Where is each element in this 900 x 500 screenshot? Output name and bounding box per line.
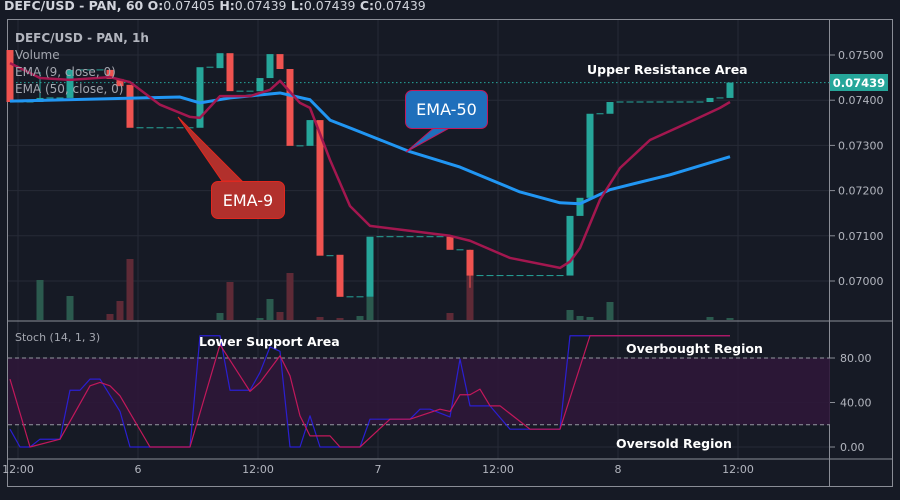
volume-bar	[216, 313, 224, 320]
volume-bar	[366, 297, 374, 320]
candle-up	[576, 197, 584, 216]
low-value: 0.07439	[303, 0, 356, 13]
legend-volume[interactable]: Volume	[15, 48, 60, 62]
candle-up	[66, 69, 74, 98]
candle-up	[606, 102, 614, 114]
stoch-tick-label: 40.00	[840, 397, 872, 410]
candle-down	[316, 120, 324, 256]
volume-bar	[706, 317, 714, 320]
candle-up	[216, 53, 224, 69]
ema9-callout-pointer	[177, 116, 244, 182]
volume-bar	[356, 316, 364, 320]
legend-title: DEFC/USD - PAN, 1h	[15, 31, 149, 45]
stoch-d-line	[9, 335, 730, 448]
volume-bar	[256, 318, 264, 320]
candle-up	[256, 78, 264, 92]
last-price-tag: 0.07439	[830, 74, 888, 91]
ema50-line	[9, 91, 731, 206]
volume-bar	[726, 318, 734, 320]
volume-bar	[446, 313, 454, 320]
time-tick-label: 8	[615, 463, 622, 476]
overbought-label: Overbought Region	[626, 341, 763, 356]
candle-down	[126, 84, 134, 128]
volume-bar	[606, 302, 614, 320]
volume-bar	[106, 314, 114, 320]
legend-ema50[interactable]: EMA (50, close, 0)	[15, 82, 124, 96]
time-tick-label: 12:00	[482, 463, 514, 476]
candle-down	[226, 53, 234, 92]
legend-ema9[interactable]: EMA (9, close, 0)	[15, 65, 116, 79]
volume-bar	[576, 316, 584, 320]
candle-up	[566, 215, 574, 276]
oversold-label: Oversold Region	[616, 436, 732, 451]
price-tick-label: 0.07000	[838, 275, 884, 288]
volume-bar	[276, 312, 284, 320]
volume-bar	[316, 317, 324, 320]
upper-resistance-label: Upper Resistance Area	[587, 62, 748, 77]
price-tick-label: 0.07400	[838, 94, 884, 107]
open-label: O:	[147, 0, 164, 13]
stoch-tick-label: 0.00	[840, 441, 865, 454]
stoch-band	[8, 358, 830, 425]
ema50-callout-pointer	[405, 125, 454, 153]
candle-up	[586, 113, 594, 198]
time-tick-label: 7	[375, 463, 382, 476]
symbol-title: DEFC/USD - PAN, 60	[4, 0, 144, 13]
lower-support-label: Lower Support Area	[199, 334, 340, 349]
time-tick-label: 6	[135, 463, 142, 476]
indicator-legend: DEFC/USD - PAN, 1h Volume EMA (9, close,…	[15, 30, 149, 98]
candle-up	[266, 54, 274, 79]
time-tick-label: 12:00	[242, 463, 274, 476]
candle-down	[336, 254, 344, 297]
candle-down	[6, 50, 14, 103]
candle-up	[706, 97, 714, 103]
chart-frame	[7, 19, 893, 487]
high-value: 0.07439	[234, 0, 287, 13]
candle-up	[366, 236, 374, 297]
time-tick-label: 12:00	[2, 463, 34, 476]
candle-down	[276, 54, 284, 70]
volume-bar	[286, 273, 294, 320]
volume-bar	[116, 301, 124, 320]
price-tick-label: 0.07100	[838, 230, 884, 243]
stoch-legend[interactable]: Stoch (14, 1, 3)	[15, 331, 101, 344]
stoch-tick-label: 80.00	[840, 352, 872, 365]
close-value: 0.07439	[374, 0, 426, 13]
price-tick-label: 0.07300	[838, 139, 884, 152]
volume-bar	[36, 280, 44, 320]
high-label: H:	[219, 0, 235, 13]
volume-bar	[226, 282, 234, 320]
candle-down	[286, 69, 294, 146]
ema50-callout: EMA-50	[405, 90, 488, 129]
price-tick-label: 0.07200	[838, 185, 884, 198]
ema9-callout: EMA-9	[211, 181, 285, 219]
candle-up	[726, 82, 734, 98]
low-label: L:	[290, 0, 304, 13]
close-label: C:	[359, 0, 375, 13]
candle-down	[106, 69, 114, 79]
volume-bar	[566, 310, 574, 320]
stoch-k-line	[9, 335, 730, 448]
candle-down	[116, 78, 124, 87]
volume-bar	[126, 259, 134, 320]
time-tick-label: 12:00	[722, 463, 754, 476]
volume-bar	[266, 299, 274, 320]
volume-bar	[586, 317, 594, 320]
volume-bar	[336, 318, 344, 320]
candle-up	[306, 120, 314, 146]
candle-down	[446, 236, 454, 250]
candle-down	[466, 249, 474, 276]
volume-bar	[466, 272, 474, 320]
candle-up	[196, 67, 204, 128]
volume-bar	[66, 296, 74, 320]
open-value: 0.07405	[163, 0, 215, 13]
ema9-line	[9, 62, 731, 270]
price-tick-label: 0.07500	[838, 49, 884, 62]
ohlc-header: DEFC/USD - PAN, 60 O:0.07405 H:0.07439 L…	[4, 0, 426, 13]
